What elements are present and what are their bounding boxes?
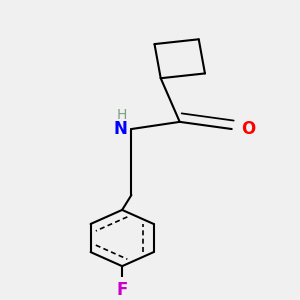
Text: N: N <box>113 120 127 138</box>
Text: F: F <box>116 281 128 299</box>
Text: H: H <box>117 108 127 122</box>
Text: O: O <box>241 120 255 138</box>
